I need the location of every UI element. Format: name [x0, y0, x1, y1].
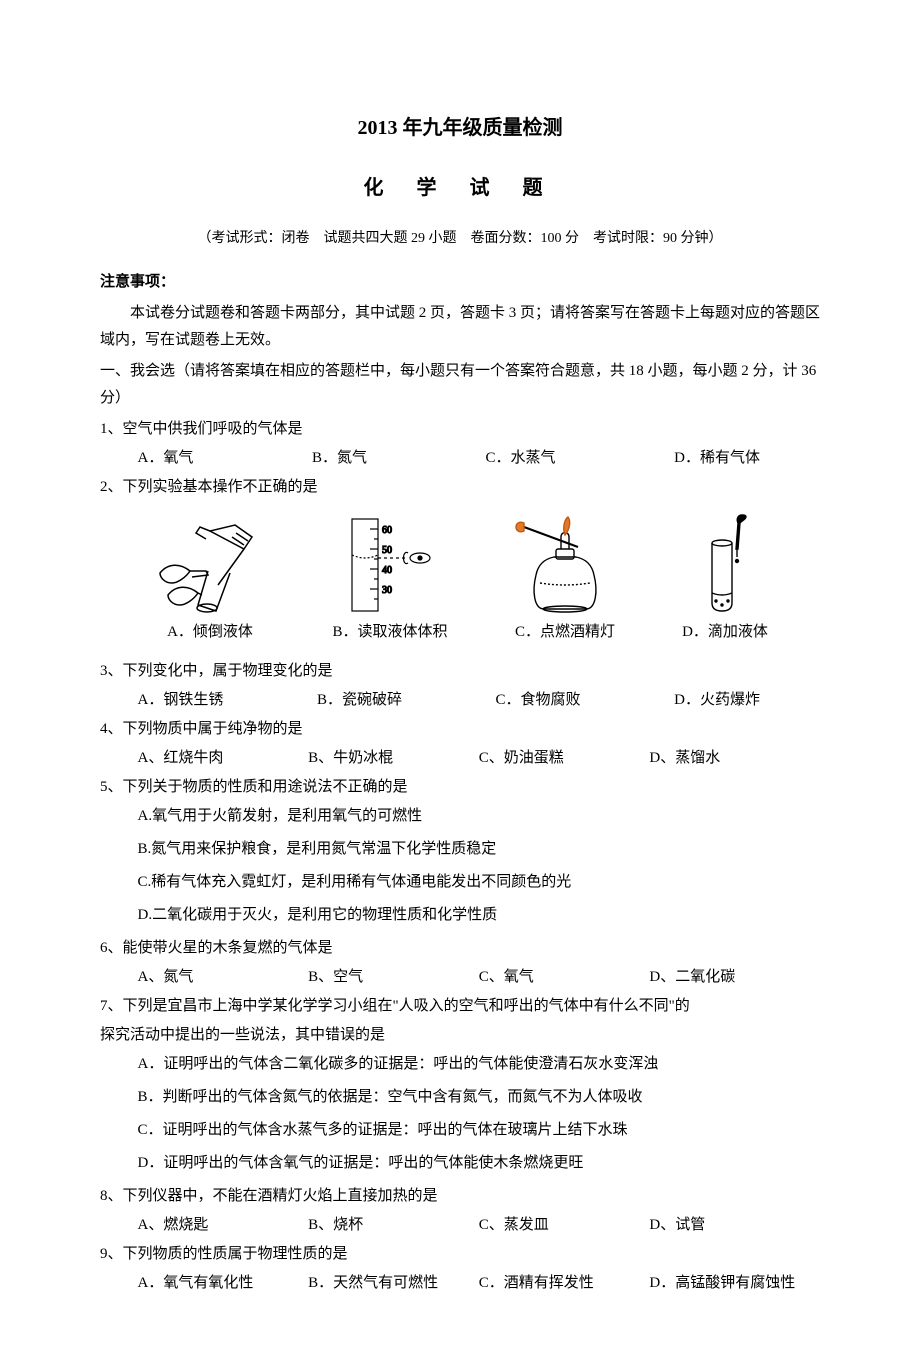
notice-body: 本试卷分试题卷和答题卡两部分，其中试题 2 页，答题卡 3 页；请将答案写在答题…	[100, 300, 820, 354]
q2-caption-a: A．倾倒液体	[167, 619, 253, 646]
q2-image-d: D．滴加液体	[680, 513, 770, 646]
q8-opt-a: A、燃烧匙	[138, 1212, 309, 1239]
main-title: 2013 年九年级质量检测	[100, 110, 820, 146]
pour-liquid-icon	[150, 513, 270, 613]
q4-text: 4、下列物质中属于纯净物的是	[100, 716, 820, 743]
q2-caption-b: B．读取液体体积	[332, 619, 447, 646]
sub-title: 化 学 试 题	[100, 170, 820, 206]
q7-opt-c: C．证明呼出的气体含水蒸气多的证据是：呼出的气体在玻璃片上结下水珠	[138, 1117, 821, 1144]
question-6: 6、能使带火星的木条复燃的气体是 A、氮气 B、空气 C、氧气 D、二氧化碳	[100, 935, 820, 991]
svg-text:40: 40	[382, 565, 392, 576]
q3-text: 3、下列变化中，属于物理变化的是	[100, 658, 820, 685]
q4-opt-a: A、红烧牛肉	[138, 745, 309, 772]
q8-text: 8、下列仪器中，不能在酒精灯火焰上直接加热的是	[100, 1183, 820, 1210]
q1-opt-d: D．稀有气体	[674, 445, 760, 472]
question-2: 2、下列实验基本操作不正确的是 A．倾倒液体	[100, 474, 820, 656]
q7-opt-b: B．判断呼出的气体含氮气的依据是：空气中含有氮气，而氮气不为人体吸收	[138, 1084, 821, 1111]
q1-opt-a: A．氧气	[138, 445, 194, 472]
q5-opt-a: A.氧气用于火箭发射，是利用氧气的可燃性	[138, 803, 821, 830]
q1-opt-b: B．氮气	[312, 445, 367, 472]
q2-caption-d: D．滴加液体	[682, 619, 768, 646]
q2-image-row: A．倾倒液体 60 50 40 30	[100, 503, 820, 656]
q1-opt-c: C．水蒸气	[486, 445, 556, 472]
q5-opt-c: C.稀有气体充入霓虹灯，是利用稀有气体通电能发出不同颜色的光	[138, 869, 821, 896]
q3-opt-a: A．钢铁生锈	[138, 687, 224, 714]
notice-header: 注意事项：	[100, 269, 820, 296]
q3-opt-c: C．食物腐败	[496, 687, 581, 714]
q2-image-c: C．点燃酒精灯	[510, 513, 620, 646]
q7-text-1: 7、下列是宜昌市上海中学某化学学习小组在"人吸入的空气和呼出的气体中有什么不同"…	[100, 993, 820, 1020]
question-9: 9、下列物质的性质属于物理性质的是 A．氧气有氧化性 B．天然气有可燃性 C．酒…	[100, 1241, 820, 1297]
q5-opt-d: D.二氧化碳用于灭火，是利用它的物理性质和化学性质	[138, 902, 821, 929]
q9-opt-a: A．氧气有氧化性	[138, 1270, 309, 1297]
q9-opt-b: B．天然气有可燃性	[308, 1270, 479, 1297]
question-7: 7、下列是宜昌市上海中学某化学学习小组在"人吸入的空气和呼出的气体中有什么不同"…	[100, 993, 820, 1177]
drop-liquid-icon	[680, 513, 770, 613]
q7-opt-a: A．证明呼出的气体含二氧化碳多的证据是：呼出的气体能使澄清石灰水变浑浊	[138, 1051, 821, 1078]
q1-text: 1、空气中供我们呼吸的气体是	[100, 416, 820, 443]
q8-opt-b: B、烧杯	[308, 1212, 479, 1239]
svg-text:30: 30	[382, 585, 392, 596]
q5-text: 5、下列关于物质的性质和用途说法不正确的是	[100, 774, 820, 801]
svg-text:50: 50	[382, 545, 392, 556]
q4-opt-d: D、蒸馏水	[649, 745, 820, 772]
question-3: 3、下列变化中，属于物理变化的是 A．钢铁生锈 B．瓷碗破碎 C．食物腐败 D．…	[100, 658, 820, 714]
q4-opt-b: B、牛奶冰棍	[308, 745, 479, 772]
q3-opt-d: D．火药爆炸	[674, 687, 760, 714]
question-8: 8、下列仪器中，不能在酒精灯火焰上直接加热的是 A、燃烧匙 B、烧杯 C、蒸发皿…	[100, 1183, 820, 1239]
q2-image-b: 60 50 40 30 B．读取液体体积	[330, 513, 450, 646]
exam-info: （考试形式：闭卷 试题共四大题 29 小题 卷面分数：100 分 考试时限：90…	[100, 226, 820, 251]
q6-opt-c: C、氧气	[479, 964, 650, 991]
q6-text: 6、能使带火星的木条复燃的气体是	[100, 935, 820, 962]
q8-opt-d: D、试管	[649, 1212, 820, 1239]
q9-opt-c: C．酒精有挥发性	[479, 1270, 650, 1297]
q5-opt-b: B.氮气用来保护粮食，是利用氮气常温下化学性质稳定	[138, 836, 821, 863]
read-volume-icon: 60 50 40 30	[330, 513, 450, 613]
q9-text: 9、下列物质的性质属于物理性质的是	[100, 1241, 820, 1268]
question-5: 5、下列关于物质的性质和用途说法不正确的是 A.氧气用于火箭发射，是利用氧气的可…	[100, 774, 820, 929]
q8-opt-c: C、蒸发皿	[479, 1212, 650, 1239]
q9-opt-d: D．高锰酸钾有腐蚀性	[649, 1270, 820, 1297]
q6-opt-d: D、二氧化碳	[649, 964, 820, 991]
q6-opt-a: A、氮气	[138, 964, 309, 991]
q4-opt-c: C、奶油蛋糕	[479, 745, 650, 772]
q7-opt-d: D．证明呼出的气体含氧气的证据是：呼出的气体能使木条燃烧更旺	[138, 1150, 821, 1177]
q3-opt-b: B．瓷碗破碎	[317, 687, 402, 714]
q7-text-2: 探究活动中提出的一些说法，其中错误的是	[100, 1022, 820, 1049]
light-lamp-icon	[510, 513, 620, 613]
svg-text:60: 60	[382, 525, 392, 536]
question-4: 4、下列物质中属于纯净物的是 A、红烧牛肉 B、牛奶冰棍 C、奶油蛋糕 D、蒸馏…	[100, 716, 820, 772]
q6-opt-b: B、空气	[308, 964, 479, 991]
q2-text: 2、下列实验基本操作不正确的是	[100, 474, 820, 501]
q2-image-a: A．倾倒液体	[150, 513, 270, 646]
question-1: 1、空气中供我们呼吸的气体是 A．氧气 B．氮气 C．水蒸气 D．稀有气体	[100, 416, 820, 472]
q2-caption-c: C．点燃酒精灯	[515, 619, 615, 646]
section-1-intro: 一、我会选（请将答案填在相应的答题栏中，每小题只有一个答案符合题意，共 18 小…	[100, 358, 820, 412]
